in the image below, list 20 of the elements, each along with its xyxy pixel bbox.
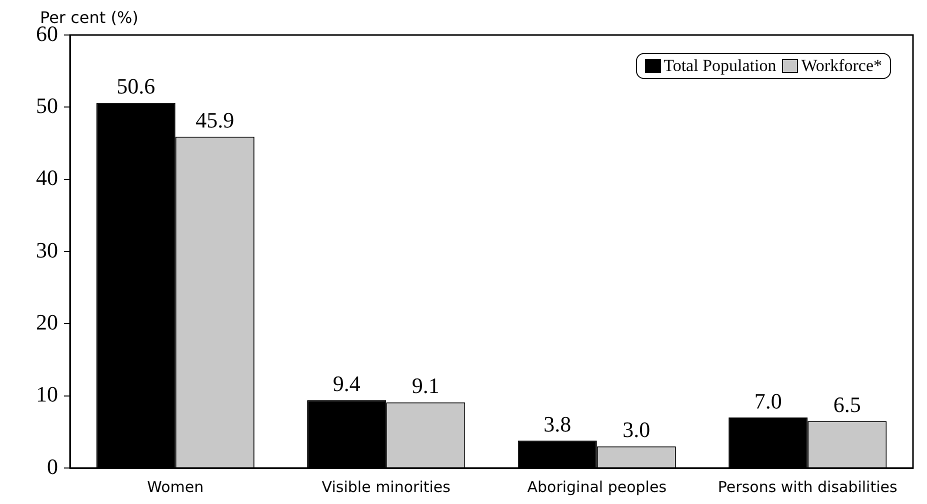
- data-label: 9.4: [332, 370, 360, 396]
- x-tick-label: Women: [147, 478, 204, 496]
- x-tick-label: Aboriginal peoples: [527, 478, 667, 496]
- legend-label: Total Population: [664, 56, 776, 76]
- data-label: 50.6: [116, 74, 156, 99]
- y-tick-label: 10: [36, 382, 58, 407]
- data-label: 6.5: [833, 392, 861, 417]
- y-tick-label: 50: [36, 92, 58, 118]
- y-tick-label: 30: [36, 237, 58, 262]
- data-label: 9.1: [412, 373, 440, 398]
- y-tick-label: 40: [36, 165, 58, 190]
- data-label: 45.9: [196, 108, 234, 133]
- x-tick-label: Persons with disabilities: [718, 478, 898, 496]
- y-tick-label: 0: [47, 454, 58, 479]
- data-label: 3.0: [622, 417, 650, 442]
- x-tick-label: Visible minorities: [322, 478, 451, 496]
- y-tick-label: 20: [36, 309, 58, 334]
- legend-label: Workforce*: [801, 56, 882, 76]
- data-label: 3.8: [544, 411, 572, 436]
- data-label: 7.0: [754, 388, 782, 414]
